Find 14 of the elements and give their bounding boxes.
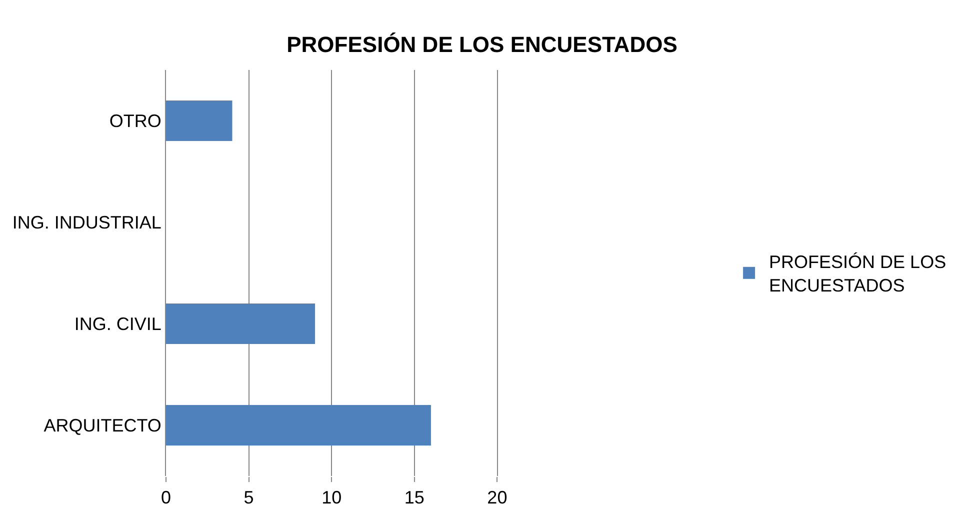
chart-title: PROFESIÓN DE LOS ENCUESTADOS [286,32,678,57]
x-tick-label: 5 [244,488,254,508]
y-tick-label: ING. CIVIL [74,314,162,334]
y-tick-label: ARQUITECTO [44,416,162,436]
bar [166,100,232,142]
x-tick-label: 0 [160,488,172,508]
y-tick-label: ING. INDUSTRIAL [12,212,162,233]
bar [166,404,431,446]
x-tick-label: 15 [404,488,424,508]
legend-label: PROFESIÓN DE LOS ENCUESTADOS [769,252,946,296]
x-tick-label: 20 [487,488,508,508]
y-tick-label: OTRO [109,111,162,132]
bar [166,303,316,344]
x-tick-label: 10 [322,488,342,508]
